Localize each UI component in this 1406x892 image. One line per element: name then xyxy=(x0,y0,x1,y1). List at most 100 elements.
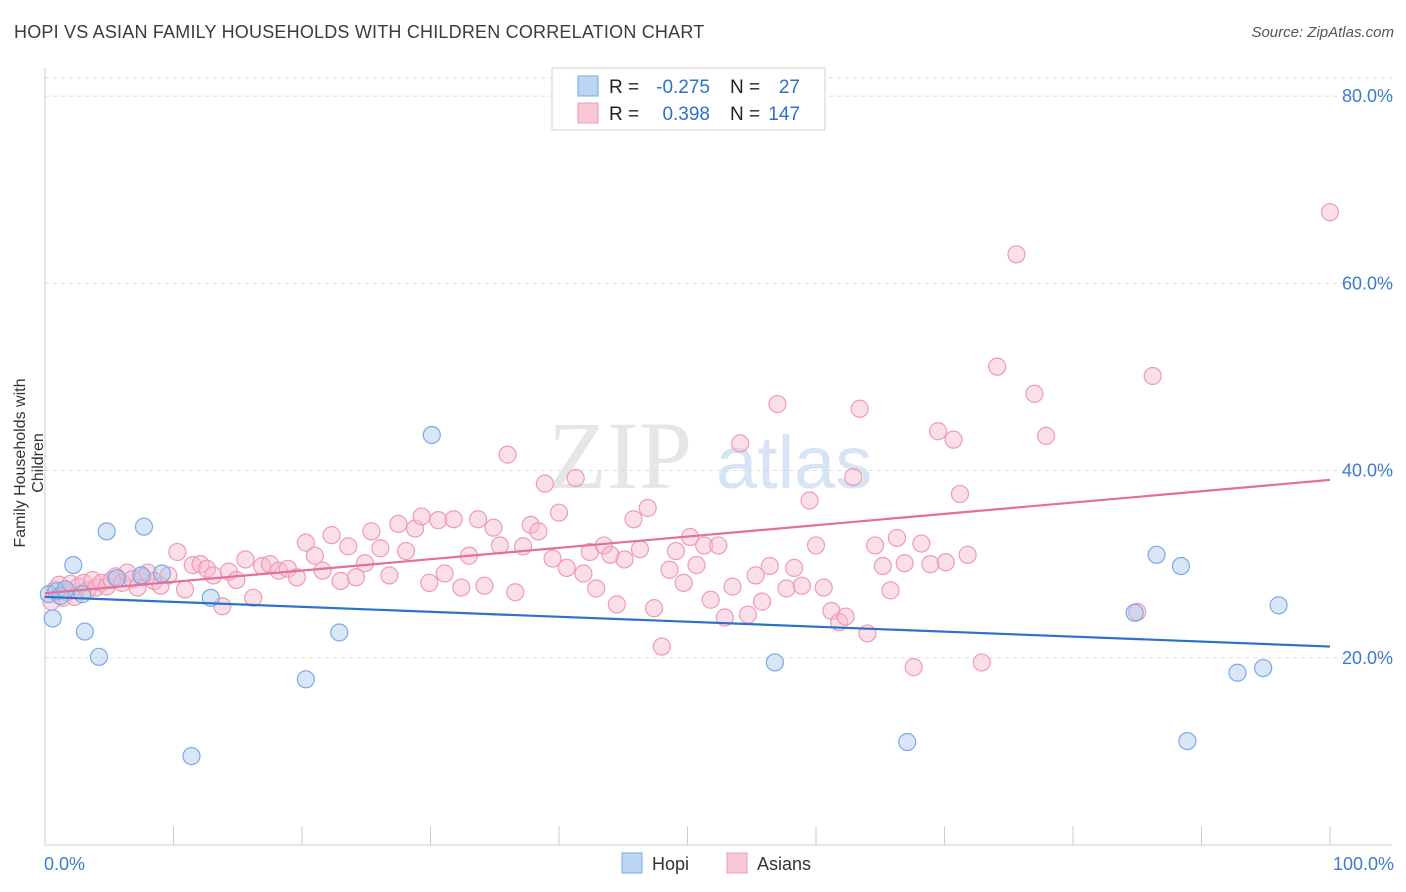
hopi-point xyxy=(89,647,109,666)
legend-hopi-r-label: R = xyxy=(609,77,639,98)
watermark-zip: ZIP xyxy=(548,402,692,509)
asians-point xyxy=(921,555,940,574)
asians-point xyxy=(549,503,569,522)
legend-asian-swatch xyxy=(577,102,599,124)
hopi-point xyxy=(1178,731,1197,751)
asians-point xyxy=(785,558,804,578)
asians-point xyxy=(652,637,671,656)
y-tick-label: 60.0% xyxy=(1342,273,1393,293)
asians-point xyxy=(912,534,931,553)
asians-point xyxy=(452,578,471,597)
asians-point xyxy=(435,564,454,583)
asians-point xyxy=(881,581,900,600)
asians-point xyxy=(777,579,796,598)
asians-point xyxy=(175,580,195,599)
asians-point xyxy=(895,554,914,573)
x-tick-label-min: 0.0% xyxy=(44,854,85,874)
hopi-point xyxy=(296,670,315,689)
asians-point xyxy=(380,566,399,585)
x-ticks xyxy=(44,826,1331,845)
asians-point xyxy=(800,491,819,510)
y-tick-label: 20.0% xyxy=(1342,648,1393,668)
hopi-trend-line xyxy=(44,595,1331,648)
legend-hopi-n-label: N = xyxy=(730,77,760,98)
hopi-point xyxy=(182,746,201,766)
asians-trend-line xyxy=(44,478,1331,595)
asians-point xyxy=(355,554,375,573)
hopi-point xyxy=(152,564,172,583)
asians-point xyxy=(168,542,187,562)
hopi-point xyxy=(134,517,154,536)
hopi-point xyxy=(97,522,116,541)
asians-point xyxy=(638,498,657,518)
bottom-legend-hopi-swatch xyxy=(621,852,643,874)
asians-point xyxy=(607,595,626,614)
asians-point xyxy=(687,555,706,575)
asians-point xyxy=(715,608,734,627)
asians-point xyxy=(624,510,643,529)
asians-point xyxy=(305,546,324,565)
asians-points xyxy=(42,203,1340,677)
asians-point xyxy=(574,564,593,583)
asians-point xyxy=(887,528,907,548)
hopi-point xyxy=(898,732,917,752)
asians-point xyxy=(944,430,963,449)
gridlines xyxy=(45,77,1392,659)
hopi-points xyxy=(39,425,1288,766)
asians-point xyxy=(904,658,923,677)
asians-point xyxy=(490,536,509,555)
asians-point xyxy=(630,540,650,559)
hopi-point xyxy=(75,622,94,641)
asians-point xyxy=(844,467,863,487)
hopi-point xyxy=(1269,596,1288,615)
asians-point xyxy=(666,541,686,561)
asians-point xyxy=(498,445,517,464)
asians-point xyxy=(244,588,263,607)
asians-point xyxy=(557,558,576,578)
asians-point xyxy=(204,566,223,585)
asians-point xyxy=(792,576,811,595)
y-tick-label: 80.0% xyxy=(1342,86,1393,106)
legend-hopi-n-value: 27 xyxy=(779,77,800,98)
asians-point xyxy=(950,484,970,504)
asians-point xyxy=(1320,203,1340,222)
hopi-point xyxy=(765,653,784,672)
hopi-point xyxy=(422,425,441,445)
asians-point xyxy=(1143,366,1162,386)
asians-point xyxy=(752,592,772,611)
asians-point xyxy=(331,571,350,591)
bottom-legend-hopi-label: Hopi xyxy=(652,854,689,874)
legend-asian-r-value: 0.398 xyxy=(662,104,710,125)
asians-point xyxy=(695,536,714,555)
hopi-point xyxy=(73,585,92,604)
x-tick-label-max: 100.0% xyxy=(1333,854,1394,874)
asians-point xyxy=(988,357,1007,376)
legend-asian-n-value: 147 xyxy=(768,104,800,125)
asians-point xyxy=(339,537,358,556)
legend-hopi-swatch xyxy=(577,75,599,97)
asians-point xyxy=(346,568,366,587)
asians-point xyxy=(768,394,787,414)
asians-point xyxy=(535,474,554,493)
asians-point xyxy=(850,399,869,418)
asians-point xyxy=(529,522,548,541)
watermark-atlas: atlas xyxy=(716,421,872,504)
chart-source: Source: ZipAtlas.com xyxy=(1251,24,1394,41)
asians-point xyxy=(159,566,178,585)
asians-point xyxy=(412,507,431,526)
asians-point xyxy=(287,568,306,587)
asians-point xyxy=(958,545,977,564)
hopi-point xyxy=(330,623,349,642)
asians-point xyxy=(731,434,750,453)
asians-point xyxy=(928,422,948,441)
hopi-point xyxy=(1171,556,1191,576)
asians-point xyxy=(371,539,390,558)
asians-point xyxy=(723,577,742,596)
asians-point xyxy=(429,511,448,530)
asians-point xyxy=(615,550,634,569)
hopi-point xyxy=(107,569,127,588)
y-tick-labels: 20.0% 40.0% 60.0% 80.0% xyxy=(1342,86,1393,668)
asians-point xyxy=(738,605,757,624)
asians-point xyxy=(806,536,826,555)
